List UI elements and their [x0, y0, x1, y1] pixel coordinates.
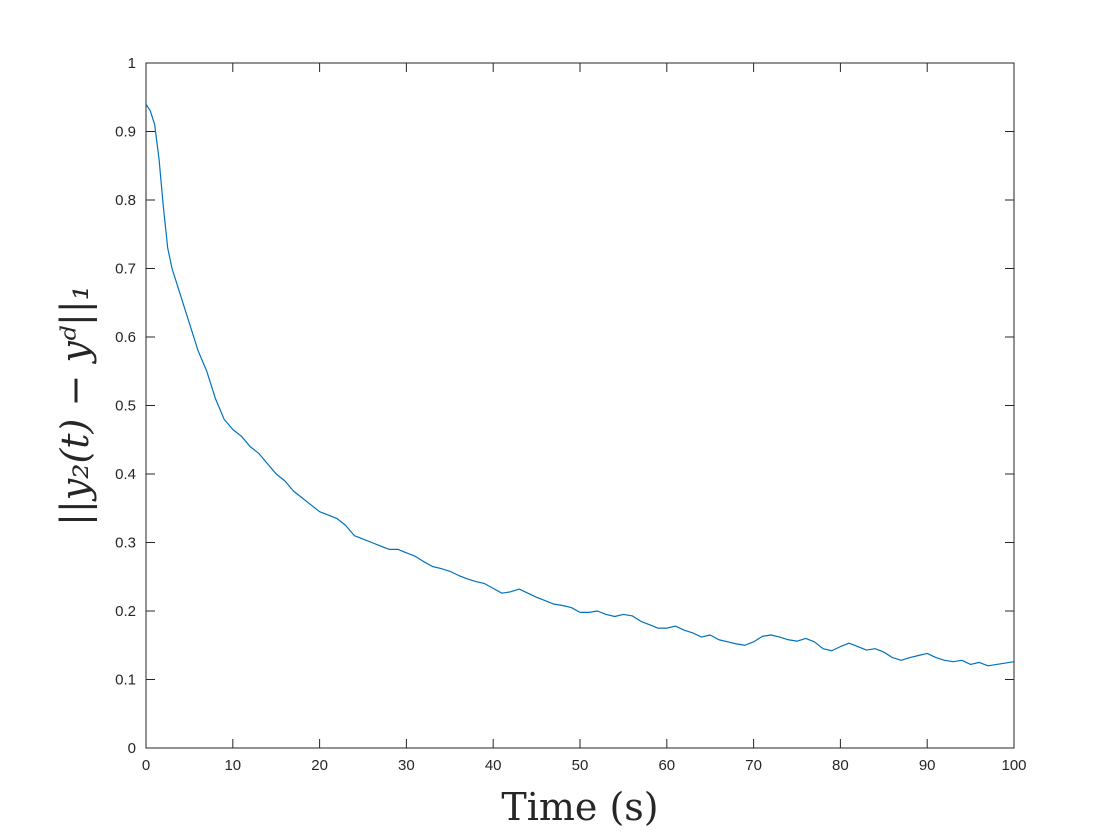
y-tick-label: 1 [128, 55, 136, 72]
y-tick-label: 0.6 [115, 329, 136, 346]
x-tick-label: 80 [832, 757, 849, 774]
series-line [145, 103, 1015, 667]
x-tick-label: 60 [658, 757, 675, 774]
series-layer [145, 103, 1015, 667]
y-tick-label: 0 [128, 740, 136, 757]
x-tick-label: 70 [745, 757, 762, 774]
x-axis-label: Time (s) [501, 785, 658, 829]
x-tick-label: 50 [572, 757, 589, 774]
y-tick-label: 0.7 [115, 261, 136, 278]
ticks-layer: 0 10 20 30 40 50 60 70 80 90 100 0 0.1 0.2 0.3 0.4 0.5 0.… [115, 55, 1026, 774]
y-tick-label: 0.4 [115, 466, 136, 483]
y-tick-label: 0.8 [115, 192, 136, 209]
y-tick-label: 0.5 [115, 398, 136, 415]
x-tick-label: 40 [485, 757, 502, 774]
x-tick-label: 20 [311, 757, 328, 774]
x-tick-label: 100 [1001, 757, 1026, 774]
x-tick-label: 10 [224, 757, 241, 774]
x-tick-label: 90 [919, 757, 936, 774]
y-tick-label: 0.2 [115, 603, 136, 620]
x-tick-label: 0 [142, 757, 150, 774]
y-tick-label: 0.3 [115, 535, 136, 552]
y-axis-label: ||y₂(t) − yᵈ||₁ [53, 285, 97, 526]
x-tick-label: 30 [398, 757, 415, 774]
y-tick-label: 0.9 [115, 124, 136, 141]
y-tick-label: 0.1 [115, 672, 136, 689]
plot-area [145, 62, 1015, 749]
